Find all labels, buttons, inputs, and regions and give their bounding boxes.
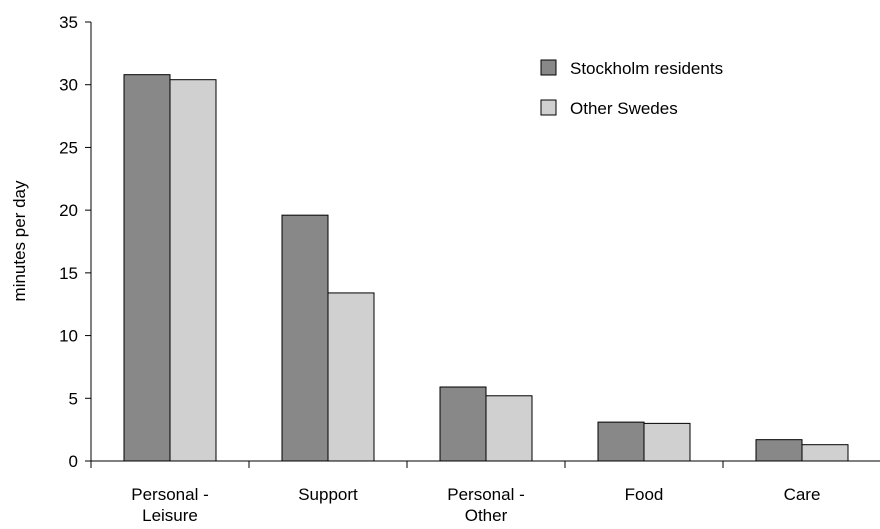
x-category-label: Leisure <box>142 506 198 525</box>
y-tick-label: 15 <box>59 264 78 283</box>
bar-stockholm-residents <box>755 439 803 462</box>
x-category-label: Personal - <box>131 485 208 504</box>
y-tick-label: 10 <box>59 327 78 346</box>
bar-other-swedes <box>801 444 849 462</box>
x-category-label: Food <box>625 485 664 504</box>
x-category-label: Support <box>298 485 358 504</box>
legend: Stockholm residents Other Swedes <box>540 59 723 118</box>
y-tick-label: 5 <box>69 389 78 408</box>
y-tick-label: 30 <box>59 76 78 95</box>
y-tick-label: 25 <box>59 138 78 157</box>
y-axis-title: minutes per day <box>10 180 29 301</box>
x-category-label: Other <box>465 506 508 525</box>
bar-other-swedes <box>169 79 217 462</box>
legend-label: Stockholm residents <box>570 59 723 78</box>
bar-stockholm-residents <box>281 214 329 462</box>
bar-stockholm-residents <box>123 74 171 462</box>
bar-other-swedes <box>643 422 691 462</box>
y-tick-label: 20 <box>59 201 78 220</box>
y-tick-label: 0 <box>69 452 78 471</box>
bar-stockholm-residents <box>439 386 487 462</box>
x-category-label: Care <box>784 485 821 504</box>
legend-swatch <box>540 59 557 76</box>
bar-stockholm-residents <box>597 421 645 462</box>
y-tick-label: 35 <box>59 13 78 32</box>
bar-other-swedes <box>327 292 375 462</box>
legend-label: Other Swedes <box>570 99 678 118</box>
axes-group: 0 5 10 15 20 25 30 35 Personal - Leisure Support Pe… <box>59 13 880 525</box>
bar-other-swedes <box>485 395 533 462</box>
x-category-label: Personal - <box>447 485 524 504</box>
bars-group <box>123 74 849 462</box>
legend-swatch <box>540 99 557 116</box>
